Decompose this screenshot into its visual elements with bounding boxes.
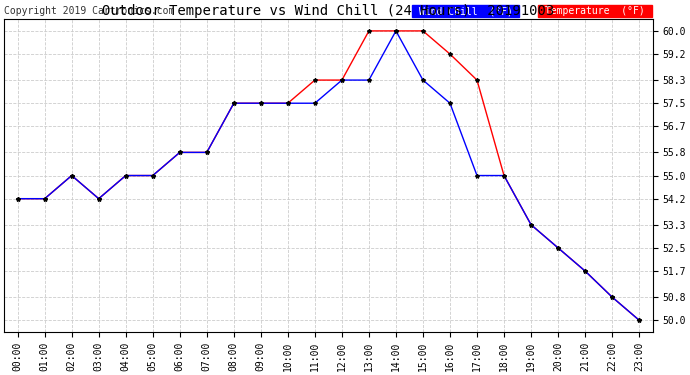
Title: Outdoor Temperature vs Wind Chill (24 Hours)  20191003: Outdoor Temperature vs Wind Chill (24 Ho… [102,4,555,18]
Text: Temperature  (°F): Temperature (°F) [539,6,651,16]
Text: Wind Chill  (°F): Wind Chill (°F) [413,6,518,16]
Text: Copyright 2019 Cartronics.com: Copyright 2019 Cartronics.com [4,6,175,16]
